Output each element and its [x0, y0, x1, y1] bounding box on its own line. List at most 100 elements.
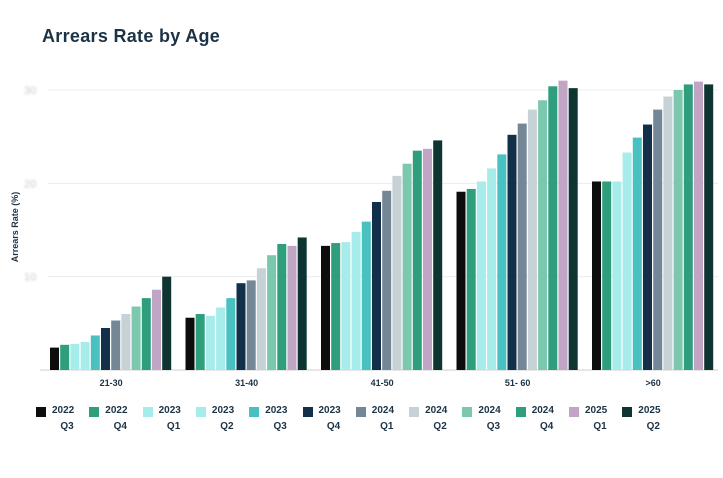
legend-swatch	[36, 407, 46, 417]
legend-item: 2024 Q4	[510, 404, 570, 438]
legend-quarter-label: Q1	[593, 421, 607, 432]
bar-21-30-2023-Q2	[80, 342, 90, 370]
legend-swatch	[89, 407, 100, 417]
bar-31-40-2025-Q2	[297, 237, 307, 370]
bar-51- 60-2023-Q2	[487, 168, 497, 370]
legend-swatch	[355, 407, 366, 417]
legend-quarter-label: Q4	[326, 421, 341, 432]
bar-31-40-2024-Q3	[267, 255, 277, 370]
bar-51- 60-2024-Q1	[517, 123, 527, 370]
legend-item: 2023 Q3	[243, 404, 303, 438]
legend-year-label: 2025	[638, 405, 661, 416]
legend-quarter-label: Q3	[273, 421, 287, 432]
bar->60-2022-Q4	[602, 181, 612, 370]
bar-31-40-2022-Q3	[185, 317, 195, 370]
x-tick-label-3: 51- 60	[505, 378, 531, 388]
legend-swatch	[142, 407, 153, 417]
bar-21-30-2022-Q3	[50, 347, 59, 370]
bar-41-50-2023-Q3	[361, 221, 371, 370]
legend-item: 2022 Q4	[83, 404, 143, 438]
bar->60-2024-Q2	[663, 96, 673, 371]
legend-year-label: 2024	[425, 405, 448, 416]
legend-item: 2023 Q2	[190, 404, 250, 438]
legend-item: 2025 Q1	[563, 404, 623, 438]
bar-21-30-2024-Q1	[111, 320, 121, 370]
bar-51- 60-2025-Q1	[558, 80, 568, 371]
y-tick-label-0: 10	[24, 272, 36, 284]
legend-quarter-label: Q2	[646, 421, 660, 432]
bar->60-2023-Q3	[632, 137, 642, 370]
legend-year-label: 2022	[105, 405, 128, 416]
bar-31-40-2024-Q2	[256, 268, 266, 370]
legend-year-label: 2024	[371, 405, 395, 416]
bar-31-40-2023-Q2	[216, 307, 226, 370]
legend-quarter-label: Q4	[113, 421, 127, 432]
legend-year-label: 2023	[158, 405, 181, 416]
bar->60-2024-Q4	[683, 84, 693, 371]
bar-51- 60-2022-Q3	[456, 191, 466, 370]
legend-swatch	[249, 407, 260, 417]
bar-21-30-2024-Q4	[141, 298, 151, 370]
bar->60-2024-Q3	[673, 90, 683, 370]
bar->60-2024-Q1	[653, 109, 663, 370]
bar-21-30-2023-Q3	[90, 335, 100, 370]
bar-41-50-2024-Q1	[382, 190, 392, 370]
legend-year-label: 2025	[585, 405, 608, 416]
legend-item: 2025 Q2	[616, 404, 676, 438]
y-tick-label-1: 20	[24, 178, 36, 190]
bar-41-50-2022-Q4	[331, 243, 341, 370]
bar-41-50-2024-Q2	[392, 175, 402, 370]
bar->60-2023-Q4	[643, 124, 652, 371]
legend-item: 2024 Q3	[456, 404, 516, 438]
legend-swatch	[195, 407, 206, 417]
bar->60-2023-Q2	[622, 152, 632, 370]
legend-quarter-label: Q2	[433, 421, 447, 432]
legend-quarter-label: Q2	[220, 421, 234, 432]
y-tick-label-2: 30	[24, 85, 36, 97]
x-tick-label-4: >60	[646, 378, 661, 388]
legend-quarter-label: Q1	[166, 421, 181, 432]
bar-51- 60-2022-Q4	[466, 188, 476, 370]
bar-21-30-2022-Q4	[60, 344, 70, 370]
bar-21-30-2025-Q1	[152, 289, 161, 370]
bar-51- 60-2023-Q3	[497, 154, 507, 370]
bar-51- 60-2023-Q4	[507, 134, 517, 370]
legend-swatch	[462, 407, 473, 417]
bar-51- 60-2024-Q3	[538, 100, 548, 371]
bar-41-50-2024-Q3	[402, 163, 412, 370]
legend-item: 2023 Q4	[297, 404, 357, 438]
bar->60-2025-Q2	[704, 84, 714, 371]
bar-41-50-2023-Q2	[351, 231, 361, 370]
x-tick-label-2: 41-50	[371, 378, 394, 388]
legend-item: 2023 Q1	[137, 404, 197, 438]
bar-31-40-2022-Q4	[195, 314, 205, 370]
bar-51- 60-2025-Q2	[568, 88, 578, 370]
bar-51- 60-2024-Q4	[548, 86, 558, 371]
bar-31-40-2024-Q4	[277, 244, 287, 370]
legend-quarter-label: Q1	[380, 421, 394, 432]
bar-21-30-2024-Q3	[131, 306, 141, 370]
legend-quarter-label: Q4	[540, 421, 554, 432]
bar-41-50-2023-Q4	[372, 202, 381, 370]
legend-swatch	[302, 407, 313, 417]
chart-legend: 2022 Q3 2022 Q4 2023 Q1 2023 Q2 2023 Q3 2023 Q4 2024…	[30, 404, 710, 440]
bar->60-2022-Q3	[592, 181, 601, 370]
bar-31-40-2024-Q1	[246, 280, 256, 370]
bar-41-50-2023-Q1	[341, 242, 351, 370]
legend-item: 2024 Q2	[403, 404, 463, 438]
bar-41-50-2022-Q3	[321, 245, 330, 370]
legend-year-label: 2024	[531, 405, 554, 416]
bar-21-30-2023-Q1	[70, 343, 80, 370]
x-tick-label-0: 21-30	[100, 378, 123, 388]
legend-year-label: 2024	[478, 405, 501, 416]
legend-quarter-label: Q3	[486, 421, 501, 432]
legend-item: 2022 Q3	[30, 404, 90, 438]
bar-41-50-2025-Q2	[433, 140, 443, 370]
legend-item: 2024 Q1	[350, 404, 410, 438]
bar-31-40-2023-Q1	[205, 315, 215, 370]
bar-41-50-2024-Q4	[412, 150, 422, 370]
legend-swatch	[569, 407, 579, 417]
bar-31-40-2023-Q3	[226, 298, 236, 370]
legend-swatch	[515, 407, 526, 417]
